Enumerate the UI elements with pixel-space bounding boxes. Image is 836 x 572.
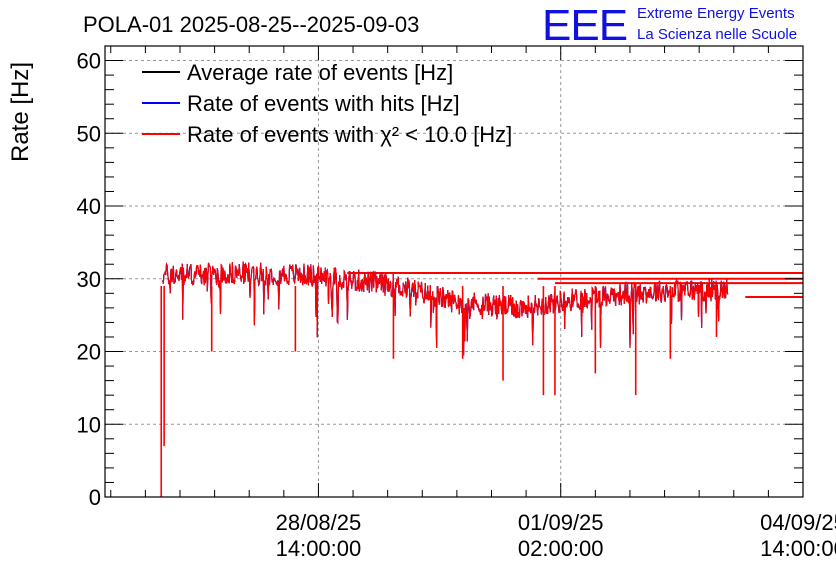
plot-frame: [104, 45, 804, 498]
y-tick-label: 60: [77, 49, 101, 74]
y-tick-label: 50: [77, 121, 101, 146]
legend-label-average: Average rate of events [Hz]: [187, 60, 453, 85]
y-tick-label: 0: [89, 485, 101, 510]
y-tick-label: 40: [77, 194, 101, 219]
x-tick-label-time: 14:00:00: [276, 536, 362, 561]
eee-logo: EEE Extreme Energy Events La Scienza nel…: [542, 1, 797, 50]
x-tick-label-date: 28/08/25: [276, 510, 362, 535]
series-line-2: [162, 261, 729, 356]
x-tick-label-date: 01/09/25: [518, 510, 604, 535]
chart-title: POLA-01 2025-08-25--2025-09-03: [83, 12, 419, 37]
x-tick-label-time: 02:00:00: [518, 536, 604, 561]
y-tick-label: 20: [77, 340, 101, 365]
data-layer: [160, 261, 803, 497]
legend-label-hits: Rate of events with hits [Hz]: [187, 91, 460, 116]
y-axis-label: Rate [Hz]: [7, 62, 34, 162]
legend: Average rate of events [Hz] Rate of even…: [142, 60, 512, 147]
axes: 010203040506028/08/2514:00:0001/09/2502:…: [77, 45, 836, 561]
y-tick-label: 30: [77, 267, 101, 292]
y-tick-label: 10: [77, 412, 101, 437]
x-tick-label-date: 04/09/25: [760, 510, 836, 535]
eee-logo-mark: EEE: [542, 1, 627, 50]
legend-label-chi2: Rate of events with χ² < 10.0 [Hz]: [187, 122, 512, 147]
eee-logo-line1: Extreme Energy Events: [637, 5, 795, 22]
x-tick-label-time: 14:00:00: [760, 536, 836, 561]
eee-logo-line2: La Scienza nelle Scuole: [637, 26, 797, 43]
grid: [105, 46, 804, 497]
